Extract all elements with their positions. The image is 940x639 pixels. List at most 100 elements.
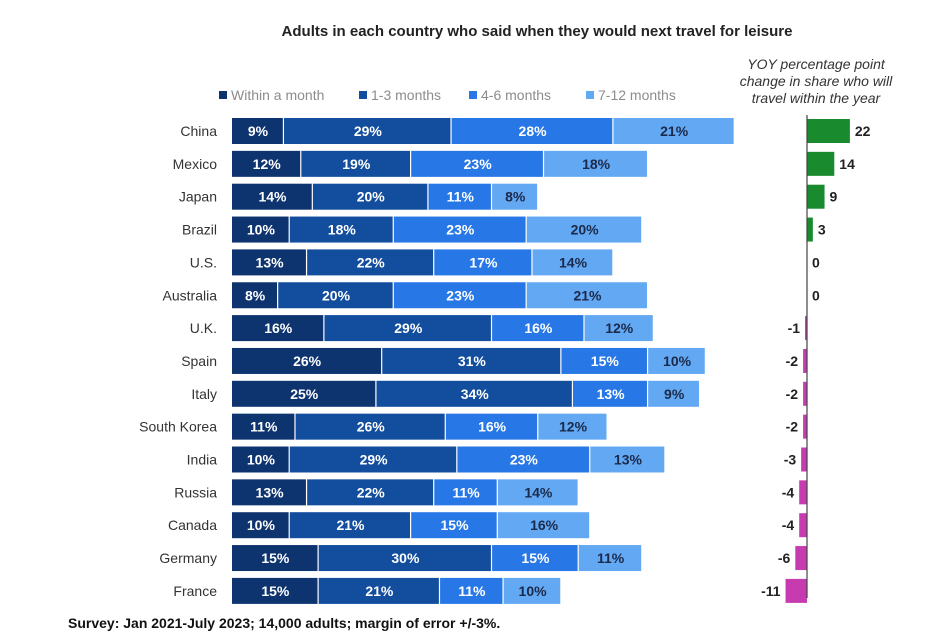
bar-value-label: 17% bbox=[469, 254, 498, 270]
footnote: Survey: Jan 2021-July 2023; 14,000 adult… bbox=[68, 615, 500, 631]
bar-value-label: 21% bbox=[365, 583, 394, 599]
yoy-value-label: -2 bbox=[786, 386, 799, 402]
bar-segment bbox=[492, 315, 584, 342]
bar-value-label: 20% bbox=[322, 287, 351, 303]
row-india: India 10% 29% 23% 13% -3 bbox=[187, 446, 807, 473]
category-label: U.K. bbox=[190, 320, 217, 336]
bar-value-label: 14% bbox=[559, 254, 588, 270]
yoy-value-label: 22 bbox=[855, 123, 871, 139]
bar-value-label: 13% bbox=[256, 254, 285, 270]
bar-value-label: 26% bbox=[293, 353, 322, 369]
bar-segment bbox=[232, 282, 278, 309]
bar-value-label: 21% bbox=[336, 517, 365, 533]
bar-segment bbox=[492, 545, 578, 572]
row-spain: Spain 26% 31% 15% 10% -2 bbox=[181, 347, 807, 374]
bar-segment bbox=[648, 347, 705, 374]
row-france: France 15% 21% 11% 10% -11 bbox=[173, 577, 807, 604]
bar-segment bbox=[307, 479, 434, 506]
bar-segment bbox=[232, 545, 318, 572]
bar-value-label: 15% bbox=[261, 583, 290, 599]
yoy-value-label: 0 bbox=[812, 287, 820, 303]
bar-segment bbox=[289, 446, 457, 473]
bar-value-label: 26% bbox=[357, 419, 386, 435]
bar-value-label: 13% bbox=[614, 452, 643, 468]
bar-value-label: 34% bbox=[461, 386, 490, 402]
yoy-bar bbox=[803, 348, 807, 373]
bar-value-label: 13% bbox=[256, 484, 285, 500]
bar-segment bbox=[440, 577, 503, 604]
bar-value-label: 11% bbox=[447, 189, 475, 205]
yoy-bar bbox=[799, 513, 807, 538]
yoy-value-label: -11 bbox=[761, 583, 781, 599]
legend: Within a month 1-3 months 4-6 months 7-12 m… bbox=[219, 87, 676, 103]
category-label: Italy bbox=[191, 386, 217, 402]
bar-segment bbox=[232, 249, 306, 276]
bar-segment bbox=[301, 150, 410, 177]
bar-value-label: 11% bbox=[458, 583, 486, 599]
bar-segment bbox=[544, 150, 647, 177]
category-label: U.S. bbox=[190, 254, 217, 270]
bar-value-label: 15% bbox=[521, 550, 550, 566]
category-label: Mexico bbox=[173, 156, 218, 172]
category-label: France bbox=[173, 583, 217, 599]
bar-segment bbox=[318, 545, 491, 572]
yoy-value-label: 3 bbox=[818, 222, 826, 238]
bar-value-label: 22% bbox=[357, 484, 386, 500]
category-label: Spain bbox=[181, 353, 217, 369]
bar-value-label: 22% bbox=[357, 254, 386, 270]
row-russia: Russia 13% 22% 11% 14% -4 bbox=[174, 479, 807, 506]
bar-value-label: 10% bbox=[663, 353, 692, 369]
bar-value-label: 20% bbox=[357, 189, 386, 205]
bar-segment bbox=[648, 380, 699, 407]
category-label: India bbox=[187, 452, 218, 468]
bar-segment bbox=[393, 216, 526, 243]
legend-label-1: 1-3 months bbox=[371, 87, 441, 103]
yoy-bar bbox=[805, 316, 807, 341]
bar-segment bbox=[232, 479, 306, 506]
row-germany: Germany 15% 30% 15% 11% -6 bbox=[159, 545, 807, 572]
row-china: China 9% 29% 28% 21% 22 bbox=[180, 118, 871, 144]
row-brazil: Brazil 10% 18% 23% 20% 3 bbox=[182, 216, 826, 243]
bar-segment bbox=[492, 183, 538, 210]
yoy-value-label: -4 bbox=[782, 517, 795, 533]
bar-segment bbox=[451, 118, 613, 144]
bar-value-label: 10% bbox=[247, 452, 276, 468]
row-japan: Japan 14% 20% 11% 8% 9 bbox=[179, 183, 838, 210]
bar-segment bbox=[497, 512, 590, 539]
bar-segment bbox=[232, 183, 312, 210]
bar-value-label: 20% bbox=[571, 222, 600, 238]
bar-segment bbox=[445, 413, 538, 440]
yoy-title-line-2: travel within the year bbox=[752, 90, 882, 106]
bar-value-label: 23% bbox=[446, 222, 475, 238]
bar-segment bbox=[232, 512, 289, 539]
bar-segment bbox=[503, 577, 561, 604]
bar-value-label: 15% bbox=[261, 550, 290, 566]
bar-segment bbox=[232, 118, 283, 144]
bar-segment bbox=[584, 315, 653, 342]
yoy-bar bbox=[795, 546, 807, 571]
bar-segment bbox=[382, 347, 561, 374]
yoy-value-label: -3 bbox=[784, 452, 797, 468]
bar-segment bbox=[411, 512, 497, 539]
bar-segment bbox=[289, 216, 393, 243]
bar-value-label: 14% bbox=[524, 484, 553, 500]
yoy-bar bbox=[799, 480, 807, 505]
category-label: Canada bbox=[168, 517, 217, 533]
legend-label-0: Within a month bbox=[231, 87, 324, 103]
bar-value-label: 8% bbox=[505, 189, 526, 205]
legend-label-2: 4-6 months bbox=[481, 87, 551, 103]
category-label: South Korea bbox=[139, 419, 217, 435]
bar-value-label: 31% bbox=[458, 353, 487, 369]
bar-value-label: 11% bbox=[597, 550, 625, 566]
legend-swatch-0 bbox=[219, 91, 227, 99]
row-u-s: U.S. 13% 22% 17% 14% 0 bbox=[190, 249, 820, 276]
bar-value-label: 11% bbox=[250, 419, 278, 435]
row-u-k: U.K. 16% 29% 16% 12% -1 bbox=[190, 315, 807, 342]
yoy-bar bbox=[803, 381, 807, 406]
bar-value-label: 21% bbox=[660, 123, 689, 139]
bar-value-label: 16% bbox=[478, 419, 507, 435]
bar-segment bbox=[434, 479, 497, 506]
